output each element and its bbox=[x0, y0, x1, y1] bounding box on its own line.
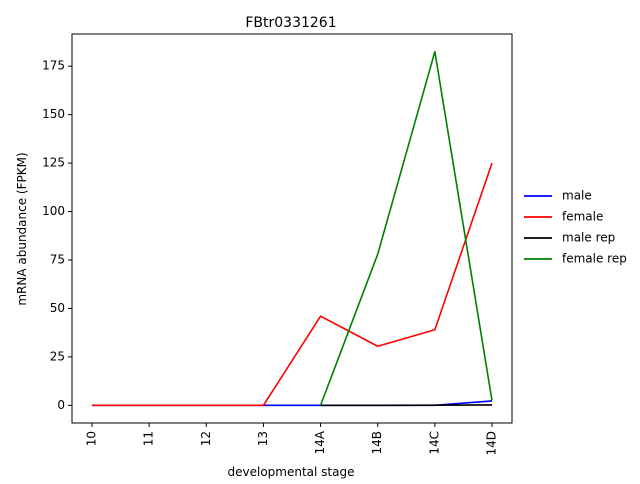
y-tick-label: 75 bbox=[50, 252, 65, 266]
x-tick-label: 14A bbox=[313, 430, 327, 454]
x-tick-label: 11 bbox=[142, 431, 156, 446]
x-tick-label: 13 bbox=[256, 431, 270, 446]
x-tick-label: 10 bbox=[85, 431, 99, 446]
y-tick-label: 150 bbox=[42, 107, 65, 121]
x-axis-label: developmental stage bbox=[228, 465, 355, 479]
y-axis-label: mRNA abundance (FPKM) bbox=[15, 152, 29, 305]
y-tick-label: 125 bbox=[42, 156, 65, 170]
legend-label: male bbox=[562, 189, 592, 203]
y-tick-label: 25 bbox=[50, 349, 65, 363]
legend-label: male rep bbox=[562, 231, 615, 245]
x-tick-label: 14D bbox=[485, 431, 499, 456]
y-tick-label: 100 bbox=[42, 204, 65, 218]
chart-title: FBtr0331261 bbox=[245, 15, 336, 31]
x-tick-label: 14C bbox=[427, 431, 441, 455]
x-tick-label: 12 bbox=[199, 431, 213, 446]
x-tick-label: 14B bbox=[370, 431, 384, 455]
legend-label: female rep bbox=[562, 252, 627, 266]
y-tick-label: 175 bbox=[42, 59, 65, 73]
y-tick-label: 0 bbox=[57, 398, 65, 412]
legend-label: female bbox=[562, 210, 603, 224]
y-tick-label: 50 bbox=[50, 301, 65, 315]
